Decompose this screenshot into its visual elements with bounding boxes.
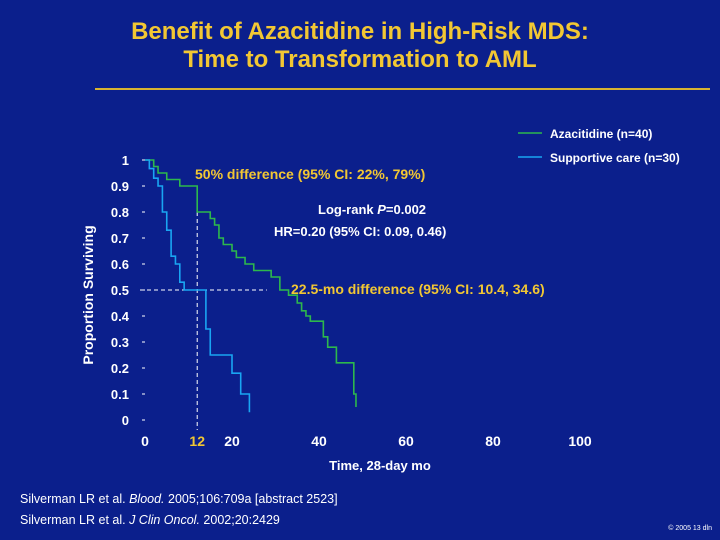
title-line-2: Time to Transformation to AML [183,46,537,73]
annotation-logrank: Log-rank P=0.002 [318,202,426,217]
series-supportive-care-curve [145,159,251,413]
x-tick-label-4: 80 [485,433,501,449]
annotation-logrank-part-2: =0.002 [386,202,426,217]
annotation-logrank-part-1: P [377,202,386,217]
y-tick-label-7: 0.7 [111,231,129,246]
y-tick-label-3: 0.3 [111,335,129,350]
y-tick-label-6: 0.6 [111,257,129,272]
y-tick-label-5: 0.5 [111,283,129,298]
legend-label-0: Azacitidine (n=40) [550,127,652,141]
x-tick-label-2: 40 [311,433,327,449]
legend-label-1: Supportive care (n=30) [550,151,680,165]
x-highlight-label: 12 [189,433,205,449]
y-tick-label-0: 0 [122,413,129,428]
x-tick-label-3: 60 [398,433,414,449]
y-tick-label-8: 0.8 [111,205,129,220]
title-underline [95,88,710,90]
reference-2: Silverman LR et al. J Clin Oncol. 2002;2… [20,513,280,527]
copyright-note: © 2005 13 dln [668,525,712,532]
reference-1-authors: Silverman LR et al. [20,492,130,506]
reference-1: Silverman LR et al. Blood. 2005;106:709a… [20,492,338,506]
y-tick-label-4: 0.4 [111,309,130,324]
y-axis-title: Proportion Surviving [80,225,96,364]
reference-2-journal: J Clin Oncol. [129,513,200,527]
series-azacitidine-curve [145,159,357,407]
annotation-month-difference: 22.5-mo difference (95% CI: 10.4, 34.6) [291,281,545,297]
y-tick-label-9: 0.9 [111,179,129,194]
title-line-1: Benefit of Azacitidine in High-Risk MDS: [131,18,589,45]
x-tick-label-0: 0 [141,433,149,449]
x-axis-title: Time, 28-day mo [329,458,431,473]
x-tick-label-5: 100 [568,433,592,449]
reference-1-journal: Blood. [129,492,165,506]
y-tick-label-2: 0.2 [111,361,129,376]
x-tick-label-1: 20 [224,433,240,449]
slide-title: Benefit of Azacitidine in High-Risk MDS:… [0,18,720,74]
y-tick-label-1: 0.1 [111,387,129,402]
annotation-percent-difference: 50% difference (95% CI: 22%, 79%) [195,166,425,182]
y-tick-label-10: 1 [122,153,129,168]
annotation-hazard-ratio: HR=0.20 (95% CI: 0.09, 0.46) [274,224,446,239]
reference-2-authors: Silverman LR et al. [20,513,130,527]
reference-1-details: 2005;106:709a [abstract 2523] [164,492,338,506]
reference-2-details: 2002;20:2429 [199,513,280,527]
annotation-logrank-part-0: Log-rank [318,202,377,217]
